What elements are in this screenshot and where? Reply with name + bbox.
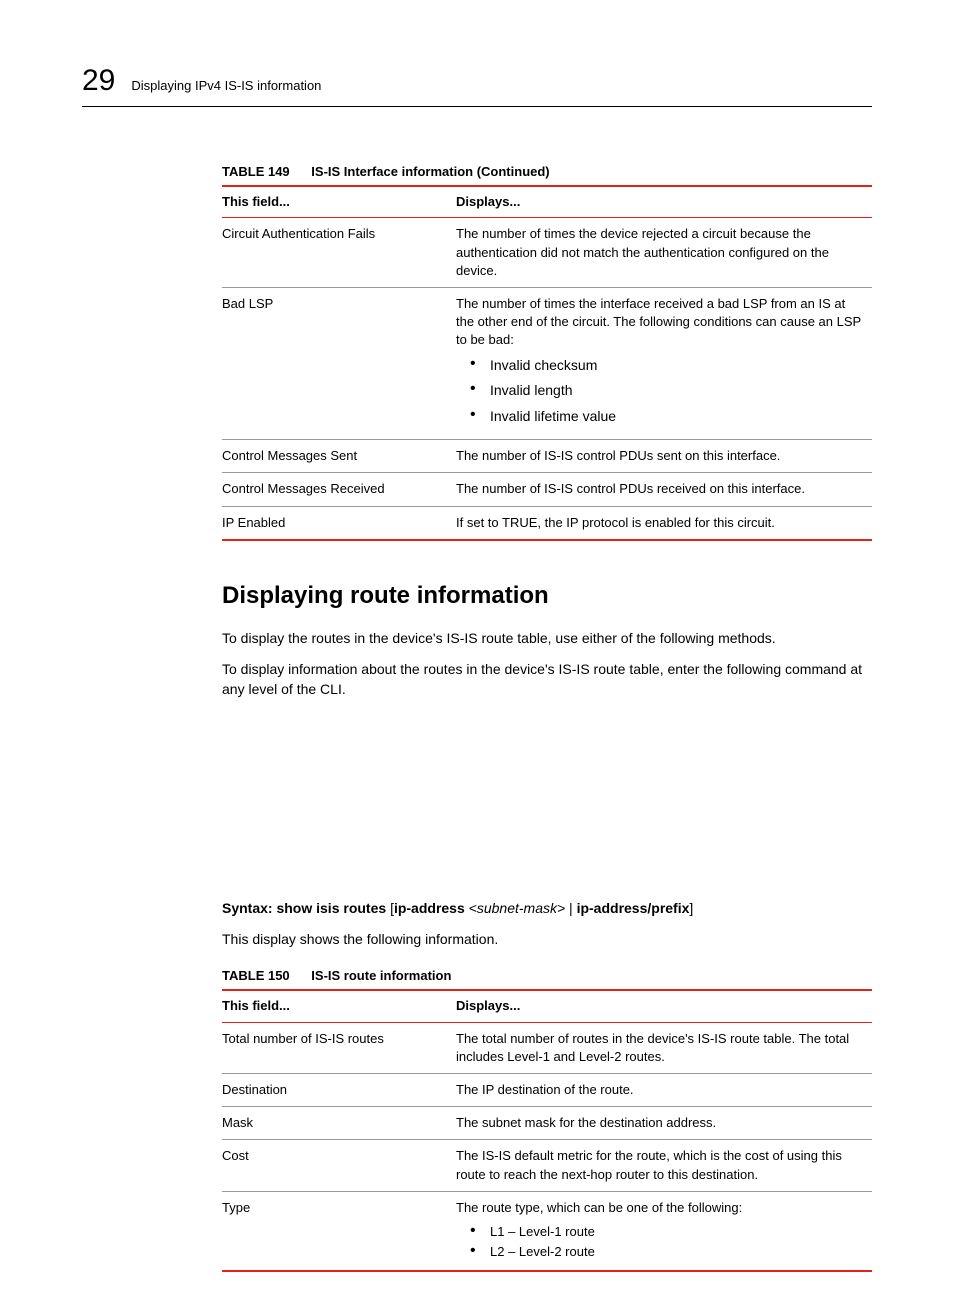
syntax-lead: Syntax: show isis routes — [222, 900, 386, 916]
paragraph: To display information about the routes … — [222, 659, 872, 700]
cell-displays: The number of IS-IS control PDUs sent on… — [456, 440, 872, 473]
cell-displays: The route type, which can be one of the … — [456, 1191, 872, 1271]
table150: This field... Displays... Total number o… — [222, 989, 872, 1272]
cell-field: Bad LSP — [222, 287, 456, 439]
list-item: Invalid length — [470, 381, 864, 401]
list-item: Invalid lifetime value — [470, 407, 864, 427]
table-row: Cost The IS-IS default metric for the ro… — [222, 1140, 872, 1191]
bullet-list: Invalid checksum Invalid length Invalid … — [456, 356, 864, 427]
cell-field: Mask — [222, 1107, 456, 1140]
cell-field: Circuit Authentication Fails — [222, 218, 456, 288]
chapter-number: 29 — [82, 60, 115, 102]
table-row: Mask The subnet mask for the destination… — [222, 1107, 872, 1140]
table-row: Total number of IS-IS routes The total n… — [222, 1022, 872, 1073]
cell-field: Cost — [222, 1140, 456, 1191]
table-row: Type The route type, which can be one of… — [222, 1191, 872, 1271]
table150-col-displays: Displays... — [456, 990, 872, 1022]
table149-col-displays: Displays... — [456, 186, 872, 218]
page-header: 29 Displaying IPv4 IS-IS information — [82, 60, 872, 107]
table150-col-field: This field... — [222, 990, 456, 1022]
cell-displays: The subnet mask for the destination addr… — [456, 1107, 872, 1140]
syntax-mask: <subnet-mask> — [465, 900, 565, 916]
paragraph: To display the routes in the device's IS… — [222, 628, 872, 648]
page: 29 Displaying IPv4 IS-IS information TAB… — [0, 0, 954, 1312]
syntax-ip2: ip-address/prefix — [577, 900, 690, 916]
content-area: TABLE 149 IS-IS Interface information (C… — [222, 163, 872, 1272]
syntax-ip1: ip-address — [394, 900, 465, 916]
table-row: Circuit Authentication Fails The number … — [222, 218, 872, 288]
table149-caption: TABLE 149 IS-IS Interface information (C… — [222, 163, 872, 181]
cell-displays: The number of IS-IS control PDUs receive… — [456, 473, 872, 506]
cell-displays: The IP destination of the route. — [456, 1073, 872, 1106]
table-row: IP Enabled If set to TRUE, the IP protoc… — [222, 506, 872, 540]
syntax-line: Syntax: show isis routes [ip-address <su… — [222, 899, 872, 919]
paragraph: This display shows the following informa… — [222, 929, 872, 949]
table-row: Bad LSP The number of times the interfac… — [222, 287, 872, 439]
syntax-sep: | — [565, 900, 576, 916]
table149-label: TABLE 149 — [222, 164, 290, 179]
syntax-close: ] — [689, 900, 693, 916]
table-row: Control Messages Sent The number of IS-I… — [222, 440, 872, 473]
table149-col-field: This field... — [222, 186, 456, 218]
cell-displays: The number of times the device rejected … — [456, 218, 872, 288]
table150-title: IS-IS route information — [311, 968, 451, 983]
cell-field: IP Enabled — [222, 506, 456, 540]
cell-displays: The number of times the interface receiv… — [456, 287, 872, 439]
table149-title: IS-IS Interface information (Continued) — [311, 164, 549, 179]
table150-label: TABLE 150 — [222, 968, 290, 983]
cell-displays: The IS-IS default metric for the route, … — [456, 1140, 872, 1191]
cell-field: Control Messages Received — [222, 473, 456, 506]
table-row: Destination The IP destination of the ro… — [222, 1073, 872, 1106]
bullet-list: L1 – Level-1 route L2 – Level-2 route — [456, 1223, 864, 1261]
cell-text: The route type, which can be one of the … — [456, 1200, 742, 1215]
cell-displays: If set to TRUE, the IP protocol is enabl… — [456, 506, 872, 540]
table-row: Control Messages Received The number of … — [222, 473, 872, 506]
cell-text: The number of times the interface receiv… — [456, 296, 861, 347]
list-item: L1 – Level-1 route — [470, 1223, 864, 1241]
cell-field: Control Messages Sent — [222, 440, 456, 473]
cell-field: Total number of IS-IS routes — [222, 1022, 456, 1073]
list-item: Invalid checksum — [470, 356, 864, 376]
cell-field: Destination — [222, 1073, 456, 1106]
table150-caption: TABLE 150 IS-IS route information — [222, 967, 872, 985]
cell-field: Type — [222, 1191, 456, 1271]
cell-displays: The total number of routes in the device… — [456, 1022, 872, 1073]
table149: This field... Displays... Circuit Authen… — [222, 185, 872, 541]
list-item: L2 – Level-2 route — [470, 1243, 864, 1261]
running-title: Displaying IPv4 IS-IS information — [131, 77, 321, 95]
section-heading: Displaying route information — [222, 579, 872, 613]
